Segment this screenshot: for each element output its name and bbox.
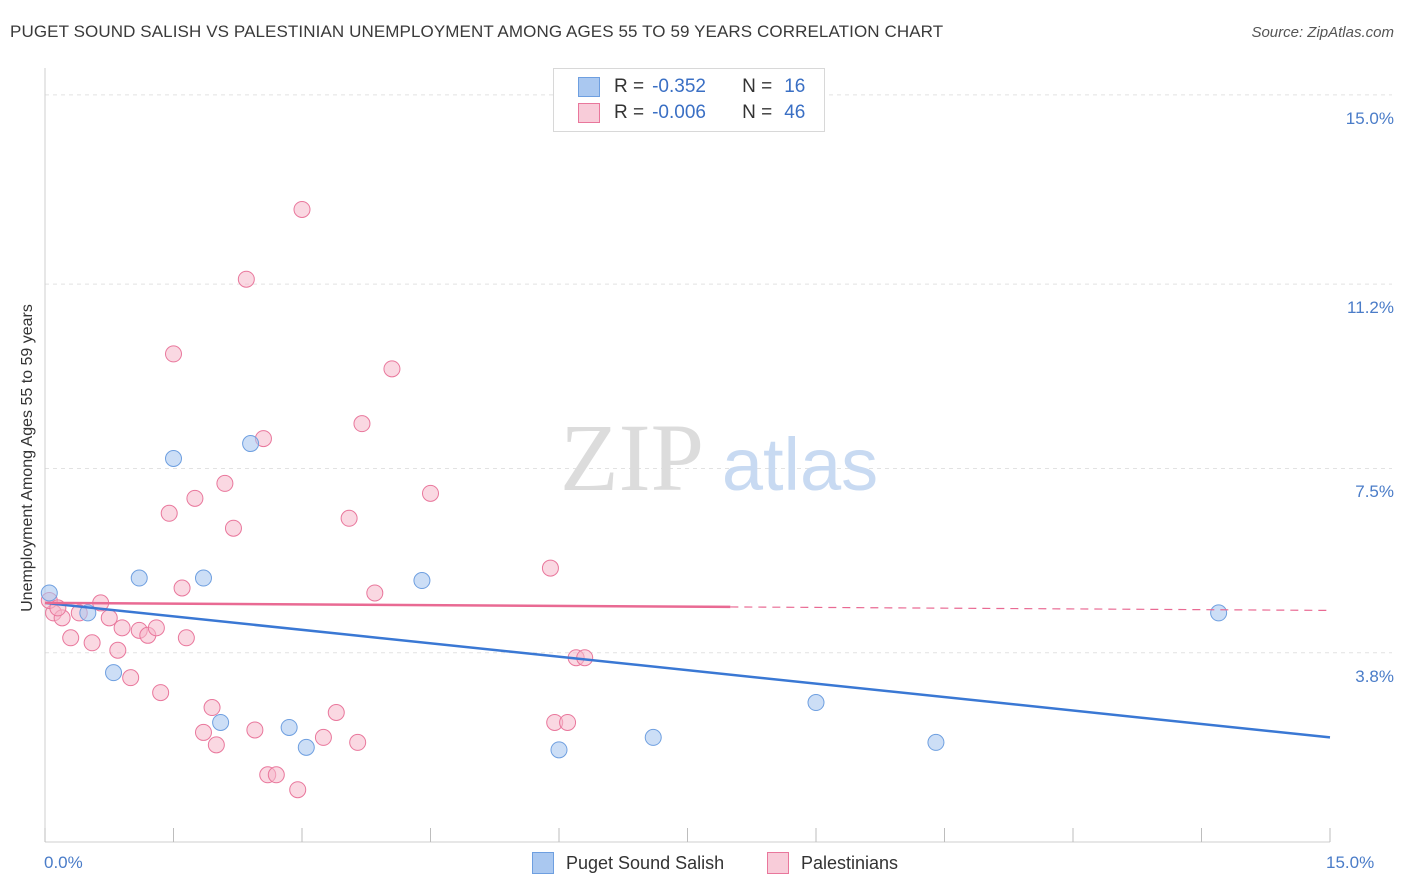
palestinians-point	[62, 629, 80, 647]
puget-sound-salish-point	[242, 435, 260, 453]
legend-r-label: R =	[614, 76, 645, 97]
y-tick-label: 11.2%	[1347, 298, 1394, 318]
y-tick-label: 15.0%	[1345, 108, 1394, 128]
palestinians-point	[207, 736, 225, 754]
palestinians-point	[152, 684, 170, 702]
axes	[44, 68, 1331, 843]
bottom-legend-palestinians: Palestinians	[767, 852, 898, 874]
palestinians-point	[237, 270, 255, 288]
bottom-legend-swatch-palestinians	[767, 852, 789, 874]
palestinians-point	[203, 699, 221, 717]
puget-sound-salish-point	[280, 718, 298, 736]
puget-sound-salish-point	[165, 450, 182, 467]
palestinians-point	[177, 629, 195, 647]
palestinians-point	[559, 713, 577, 731]
palestinians-point	[314, 728, 332, 746]
palestinians-point	[109, 641, 127, 659]
puget-sound-salish-point	[1210, 604, 1228, 622]
y-axis-label: Unemployment Among Ages 55 to 59 years	[19, 304, 36, 612]
watermark-zip: ZIP	[560, 404, 704, 511]
legend-swatch-palestinians	[578, 103, 600, 123]
legend-r-value: -0.006	[652, 102, 706, 123]
legend-r-label: R =	[614, 102, 645, 123]
palestinians-point	[173, 579, 191, 597]
puget-sound-salish-point	[413, 572, 431, 590]
legend-row-palestinians: R = -0.006 N = 46	[578, 101, 805, 125]
puget-sound-salish-point	[927, 733, 945, 751]
correlation-legend: R = -0.352 N = 16 R = -0.006 N = 46	[553, 68, 825, 132]
legend-n-value: 16	[784, 76, 806, 97]
watermark-atlas: atlas	[722, 423, 878, 506]
x-tick-label-max: 15.0%	[1326, 853, 1375, 872]
palestinians-point	[541, 559, 559, 577]
y-tick-label: 7.5%	[1355, 482, 1394, 502]
trend-lines	[44, 601, 1331, 739]
puget-sound-salish-point	[194, 569, 212, 587]
palestinians-points	[40, 200, 594, 799]
palestinians-trend-line-dashed	[730, 606, 1331, 612]
salish-trend-line	[44, 601, 1331, 739]
palestinians-point	[147, 619, 165, 637]
source-label: Source: ZipAtlas.com	[1251, 24, 1394, 41]
chart-title: PUGET SOUND SALISH VS PALESTINIAN UNEMPL…	[10, 22, 944, 41]
watermark: ZIP atlas	[560, 404, 878, 511]
palestinians-point	[383, 360, 401, 378]
puget-sound-salish-point	[105, 664, 123, 682]
puget-sound-salish-point	[297, 738, 315, 756]
palestinians-point	[340, 509, 358, 527]
palestinians-point	[224, 519, 242, 537]
palestinians-point	[349, 733, 367, 751]
legend-n-value: 46	[784, 102, 806, 123]
puget-sound-salish-point	[212, 713, 230, 731]
palestinians-point	[122, 669, 140, 687]
palestinians-point	[83, 634, 101, 652]
palestinians-point	[160, 504, 178, 522]
palestinians-point	[165, 345, 182, 363]
bottom-legend-salish: Puget Sound Salish	[532, 852, 724, 874]
bottom-legend-label-salish: Puget Sound Salish	[566, 852, 725, 873]
legend-r-value: -0.352	[652, 76, 706, 97]
puget-sound-salish-points	[40, 435, 1228, 759]
palestinians-point	[366, 584, 384, 602]
palestinians-trend-line	[44, 601, 731, 609]
grid-lines	[45, 94, 1392, 654]
palestinians-point	[293, 200, 311, 218]
legend-n-label: N =	[742, 102, 773, 123]
palestinians-point	[216, 474, 234, 492]
legend-n-label: N =	[742, 76, 773, 97]
legend-swatch-salish	[578, 77, 600, 97]
palestinians-point	[353, 415, 371, 433]
x-tick-label-min: 0.0%	[44, 853, 83, 872]
y-tick-label: 3.8%	[1355, 666, 1394, 686]
puget-sound-salish-point	[644, 728, 662, 746]
palestinians-point	[327, 704, 345, 722]
palestinians-point	[186, 489, 204, 507]
palestinians-point	[289, 781, 307, 799]
puget-sound-salish-point	[807, 694, 825, 712]
bottom-legend-label-palestinians: Palestinians	[801, 852, 899, 873]
palestinians-point	[267, 766, 285, 784]
legend-row-salish: R = -0.352 N = 16	[578, 75, 805, 99]
palestinians-point	[422, 484, 439, 502]
bottom-legend-swatch-salish	[532, 852, 554, 874]
puget-sound-salish-point	[40, 584, 58, 602]
palestinians-point	[113, 619, 131, 637]
palestinians-point	[194, 723, 212, 741]
palestinians-point	[246, 721, 264, 739]
puget-sound-salish-point	[130, 569, 148, 587]
puget-sound-salish-point	[550, 741, 568, 759]
